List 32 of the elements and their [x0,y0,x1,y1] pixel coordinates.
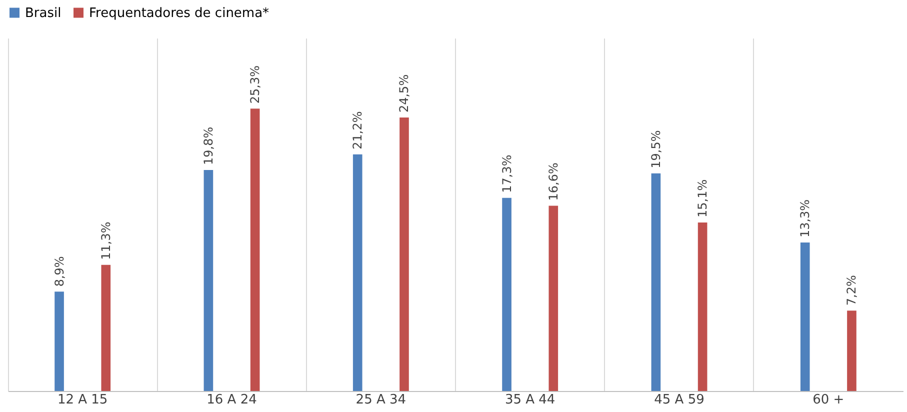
bar [352,154,362,391]
data-label: 7,2% [844,275,859,306]
bar [698,222,708,391]
bar [548,206,558,391]
data-label: 19,5% [648,130,663,168]
data-label: 13,3% [798,199,812,238]
legend-label: Frequentadores de cinema* [89,6,270,21]
x-tick-label: 16 A 24 [206,392,257,408]
legend-label: Brasil [25,6,62,21]
bar [204,170,214,391]
data-label: 21,2% [350,111,365,150]
data-label: 19,8% [201,126,216,165]
bar [250,108,260,391]
bar [651,173,661,391]
bar [800,242,810,391]
data-label: 16,6% [546,162,560,201]
bar [101,264,111,391]
x-tick-label: 35 A 44 [504,392,556,408]
data-label: 17,3% [500,154,514,193]
data-label: 11,3% [98,222,113,260]
data-label: 24,5% [397,74,412,113]
x-tick-label: 45 A 59 [654,392,704,408]
data-label: 8,9% [52,256,66,287]
x-tick-label: 12 A 15 [57,392,108,408]
bar [847,310,856,391]
x-tick-label: 25 A 34 [356,392,406,408]
bar [54,292,64,391]
bar [400,118,409,391]
data-label: 25,3% [248,65,262,104]
data-label: 15,1% [696,179,710,218]
x-tick-label: 60 + [812,392,844,408]
bar [502,198,512,391]
